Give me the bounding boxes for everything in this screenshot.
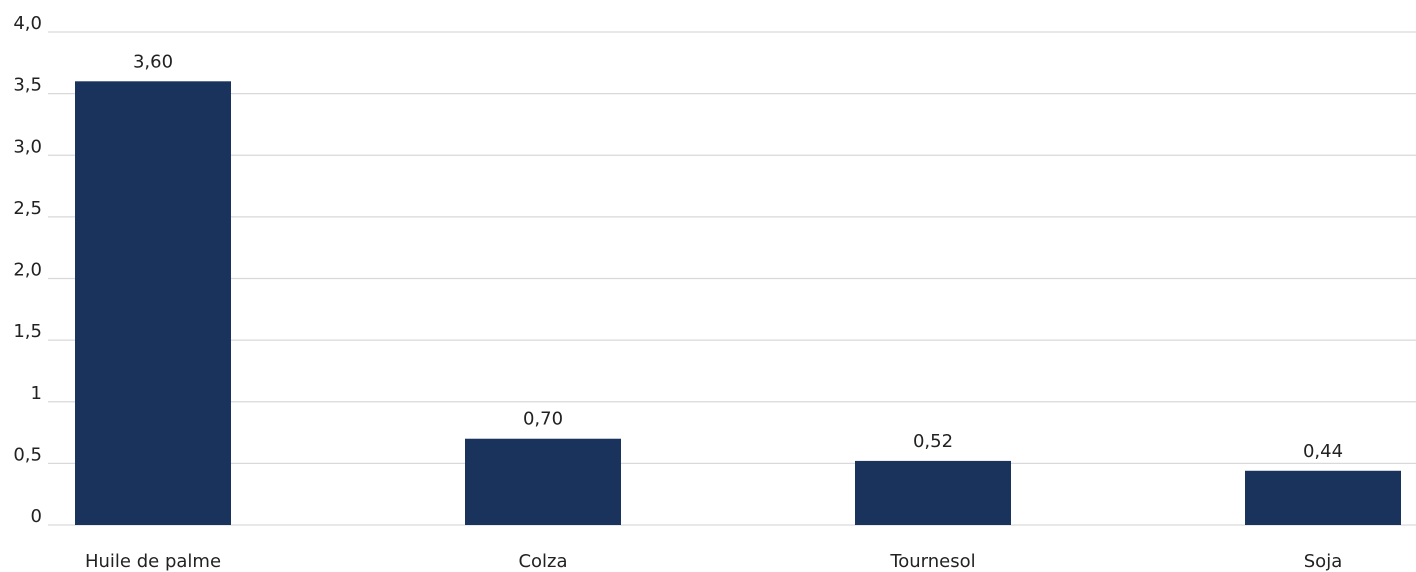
- y-tick-label: 2,5: [13, 198, 42, 219]
- bars: [75, 81, 1401, 526]
- y-tick-label: 3,5: [13, 75, 42, 96]
- x-category-label: Huile de palme: [85, 551, 221, 572]
- y-tick-label: 4,0: [13, 13, 42, 34]
- bar: [75, 81, 231, 526]
- y-tick-label: 2,0: [13, 260, 42, 281]
- x-axis-category-labels: Huile de palme Colza Tournesol Soja: [85, 551, 1342, 572]
- y-tick-label: 3,0: [13, 136, 42, 157]
- bar-value-label: 0,70: [523, 409, 563, 430]
- bar-value-labels: 3,60 0,70 0,52 0,44: [133, 51, 1343, 461]
- y-tick-label: 0,5: [13, 444, 42, 465]
- gridlines: [48, 31, 1416, 526]
- x-category-label: Soja: [1304, 551, 1342, 572]
- y-tick-label: 0: [31, 506, 42, 527]
- bar-value-label: 0,44: [1303, 441, 1343, 462]
- y-tick-label: 1,5: [13, 321, 42, 342]
- bar: [465, 438, 621, 525]
- bar: [1245, 470, 1401, 525]
- bar-value-label: 0,52: [913, 431, 953, 452]
- x-category-label: Tournesol: [889, 551, 975, 572]
- y-tick-label: 1: [31, 383, 42, 404]
- x-category-label: Colza: [518, 551, 567, 572]
- bar-value-label: 3,60: [133, 51, 173, 72]
- y-axis-tick-labels: 0 0,5 1 1,5 2,0 2,5 3,0 3,5 4,0: [13, 13, 42, 527]
- bar: [855, 460, 1011, 525]
